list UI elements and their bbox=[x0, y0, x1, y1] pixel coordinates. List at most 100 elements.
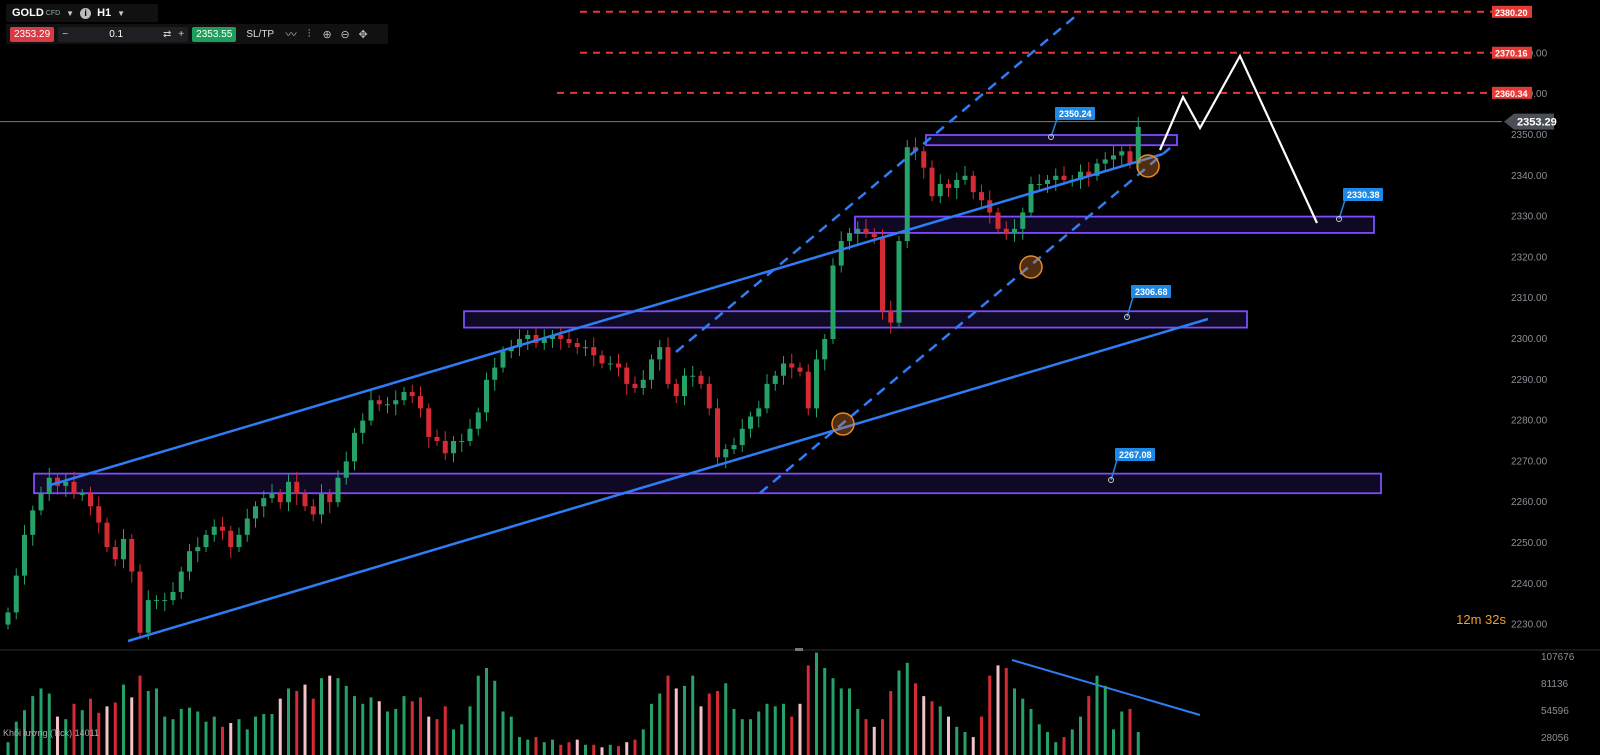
volume-bar bbox=[683, 685, 686, 755]
label-anchor bbox=[1048, 134, 1054, 140]
lot-plus-button[interactable]: + bbox=[178, 28, 185, 40]
crosshair-icon[interactable]: ✥ bbox=[358, 28, 368, 41]
candle-body bbox=[121, 538, 126, 560]
volume-bar bbox=[509, 716, 513, 755]
swap-icon[interactable]: ⇄ bbox=[162, 28, 172, 40]
candle-body bbox=[1102, 159, 1108, 164]
volume-bar bbox=[930, 701, 934, 755]
zone-label: 2267.08 bbox=[1119, 450, 1152, 460]
volume-bar bbox=[122, 684, 125, 755]
timeframe-dropdown-icon[interactable]: ▼ bbox=[117, 8, 126, 18]
candle-body bbox=[492, 367, 498, 380]
candle-body bbox=[129, 538, 135, 572]
candle-body bbox=[500, 351, 506, 368]
volume-bar bbox=[971, 737, 975, 755]
zone-tag bbox=[1131, 285, 1171, 298]
candle-body bbox=[574, 343, 580, 348]
candle-body bbox=[418, 396, 423, 409]
volume-bar bbox=[353, 696, 356, 755]
candle-body bbox=[442, 441, 448, 454]
candle-body bbox=[1012, 228, 1017, 233]
lot-minus-button[interactable]: − bbox=[62, 28, 69, 40]
chart-type-icon[interactable]: 〰 bbox=[285, 29, 297, 41]
candle-body bbox=[385, 404, 390, 406]
volume-bar bbox=[163, 716, 167, 755]
candle-body bbox=[706, 383, 712, 409]
support-resistance-zones bbox=[33, 134, 1382, 495]
volume-bar bbox=[567, 742, 571, 755]
volume-bar bbox=[534, 737, 538, 755]
candle-body bbox=[79, 494, 85, 496]
price-zone bbox=[854, 215, 1375, 234]
volume-bar bbox=[1103, 685, 1107, 755]
candle-body bbox=[640, 379, 646, 388]
candle-body bbox=[921, 151, 927, 168]
symbol-name[interactable]: GOLD bbox=[12, 7, 44, 19]
buy-price-button[interactable]: 2353.55 bbox=[192, 26, 237, 42]
candle-body bbox=[137, 571, 143, 633]
candle-body bbox=[814, 359, 819, 409]
volume-bar bbox=[617, 746, 620, 755]
zoom-in-icon[interactable]: ⊕ bbox=[322, 28, 332, 41]
projection-path bbox=[1158, 53, 1318, 224]
y-tick-label: 2230.00 bbox=[1511, 620, 1548, 631]
candle-body bbox=[269, 494, 275, 499]
volume-bar bbox=[839, 688, 843, 755]
candle-body bbox=[286, 481, 291, 503]
zone-tag bbox=[1343, 188, 1383, 201]
volume-bar bbox=[641, 729, 645, 755]
volume-bar bbox=[328, 675, 332, 755]
candle-body bbox=[748, 416, 753, 429]
lot-value[interactable]: 0.1 bbox=[109, 28, 124, 40]
candle-body bbox=[558, 334, 564, 339]
candle-body bbox=[228, 530, 234, 548]
volume-bar bbox=[377, 701, 381, 755]
dashed-trend-line bbox=[675, 13, 1079, 353]
volume-bar bbox=[963, 731, 967, 755]
touch-markers bbox=[831, 154, 1160, 436]
candle-body bbox=[220, 526, 225, 531]
candle-body bbox=[591, 347, 597, 356]
candle-body bbox=[236, 534, 242, 548]
label-leader bbox=[1126, 296, 1134, 318]
candle-body bbox=[715, 408, 720, 458]
volume-bar bbox=[419, 697, 422, 755]
volume-bar bbox=[914, 683, 917, 755]
info-icon[interactable]: i bbox=[80, 7, 92, 19]
zoom-out-icon[interactable]: ⊖ bbox=[340, 28, 350, 41]
volume-bar bbox=[1095, 675, 1099, 755]
candle-countdown: 12m 32s bbox=[1456, 612, 1506, 627]
sltp-button[interactable]: SL/TP bbox=[246, 28, 275, 40]
candle-body bbox=[583, 347, 588, 349]
dashed-trend-line bbox=[759, 147, 1171, 494]
volume-bar bbox=[196, 711, 200, 755]
trend-line bbox=[46, 152, 1164, 488]
candle-body bbox=[756, 408, 762, 417]
volume-tick-label: 107676 bbox=[1541, 652, 1575, 663]
timeframe-label[interactable]: H1 bbox=[97, 7, 112, 19]
lot-stepper[interactable]: − 0.1 ⇄ + bbox=[58, 26, 189, 42]
y-tick-label: 2250.00 bbox=[1511, 538, 1548, 549]
candle-body bbox=[203, 534, 209, 548]
volume-bar bbox=[674, 688, 678, 755]
candle-body bbox=[673, 383, 679, 397]
y-tick-label: 2340.00 bbox=[1511, 171, 1548, 182]
volume-bar bbox=[782, 703, 785, 755]
indicator-icon[interactable]: ⫶ bbox=[307, 27, 311, 40]
sell-price-button[interactable]: 2353.29 bbox=[10, 26, 55, 42]
candle-body bbox=[632, 383, 638, 388]
zone-label: 2350.24 bbox=[1059, 109, 1092, 119]
volume-bar bbox=[1029, 708, 1033, 755]
candle-body bbox=[995, 212, 1001, 229]
candle-body bbox=[376, 400, 382, 405]
trend-line bbox=[127, 317, 1209, 643]
symbol-dropdown-icon[interactable]: ▼ bbox=[66, 8, 75, 18]
candle-body bbox=[434, 436, 440, 441]
volume-bar bbox=[254, 716, 257, 755]
candle-body bbox=[937, 183, 943, 197]
volume-bar bbox=[773, 706, 777, 755]
candle-body bbox=[1078, 171, 1083, 180]
volume-bar bbox=[493, 680, 497, 755]
label-leader bbox=[1050, 118, 1058, 138]
